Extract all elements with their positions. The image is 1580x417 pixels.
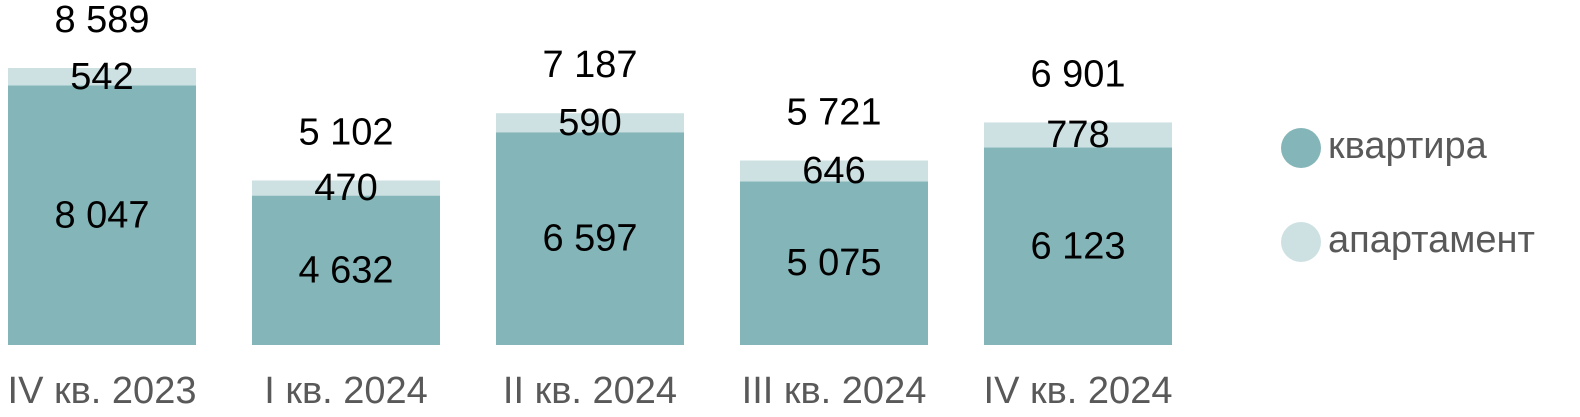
x-tick-label: IV кв. 2024 xyxy=(984,370,1173,412)
value-label: 470 xyxy=(314,167,377,209)
x-tick-label: IV кв. 2023 xyxy=(8,370,197,412)
value-label: 590 xyxy=(558,102,621,144)
value-label: 4 632 xyxy=(298,249,393,291)
x-tick-label: II кв. 2024 xyxy=(503,370,677,412)
total-label: 5 102 xyxy=(298,111,393,153)
bar-segment xyxy=(252,195,440,345)
legend-label: апартамент xyxy=(1328,219,1535,261)
value-label: 778 xyxy=(1046,114,1109,156)
bar-segment xyxy=(740,181,928,345)
bar-segment xyxy=(252,180,440,196)
x-tick-label: I кв. 2024 xyxy=(264,370,428,412)
bar-segment xyxy=(984,147,1172,345)
value-label: 646 xyxy=(802,150,865,192)
legend-swatch xyxy=(1281,128,1321,168)
value-label: 6 597 xyxy=(542,218,637,260)
legend-label: квартира xyxy=(1328,125,1488,167)
value-label: 6 123 xyxy=(1030,225,1125,267)
bar-segment xyxy=(496,113,684,133)
value-label: 8 047 xyxy=(54,194,149,236)
legend-swatch xyxy=(1281,222,1321,262)
bar-segment xyxy=(984,122,1172,148)
value-label: 542 xyxy=(70,56,133,98)
value-label: 5 075 xyxy=(786,242,881,284)
bar-segment xyxy=(8,85,196,345)
total-label: 6 901 xyxy=(1030,53,1125,95)
x-tick-label: III кв. 2024 xyxy=(742,370,927,412)
total-label: 8 589 xyxy=(54,0,149,41)
bar-segment xyxy=(8,68,196,86)
total-label: 5 721 xyxy=(786,92,881,134)
bar-segment xyxy=(740,160,928,182)
bar-segment xyxy=(496,132,684,345)
total-label: 7 187 xyxy=(542,44,637,86)
